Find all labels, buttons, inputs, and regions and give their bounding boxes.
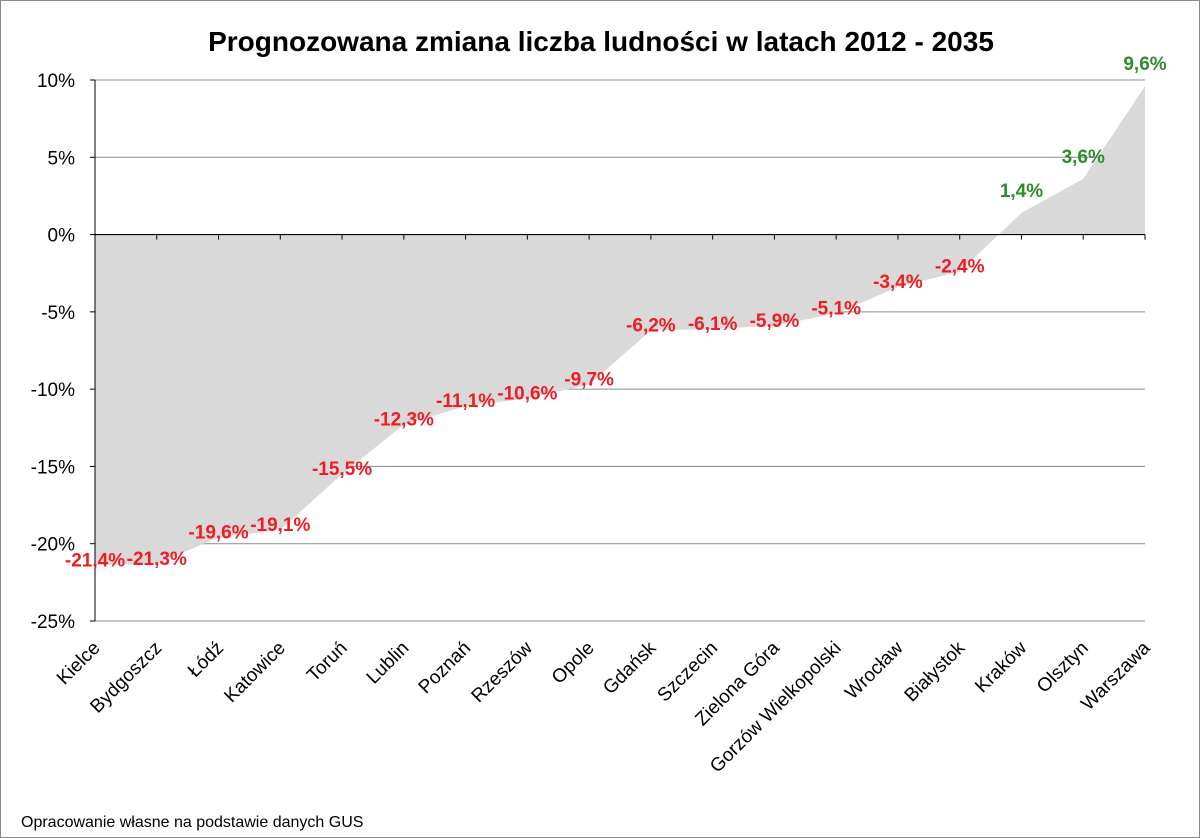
- x-tick-label: Opole: [548, 638, 599, 689]
- x-tick-label: Poznań: [415, 638, 475, 698]
- data-label: -10,6%: [497, 383, 557, 404]
- y-tick-label: 0%: [48, 226, 76, 247]
- data-label: -5,9%: [750, 311, 800, 332]
- data-label: 1,4%: [1000, 181, 1043, 202]
- data-label: -19,1%: [250, 515, 310, 536]
- x-tick-label: Olsztyn: [1033, 638, 1093, 698]
- x-tick-label: Łódź: [184, 638, 228, 682]
- data-label: -6,1%: [688, 314, 738, 335]
- x-tick-label: Kraków: [971, 637, 1031, 697]
- x-tick-label: Białystok: [901, 637, 970, 706]
- data-label: -19,6%: [188, 523, 248, 544]
- y-tick-label: 5%: [48, 148, 76, 169]
- y-tick-label: -10%: [31, 380, 75, 401]
- y-tick-label: -20%: [31, 535, 75, 556]
- data-label: -2,4%: [935, 257, 985, 278]
- data-label: -6,2%: [626, 315, 676, 336]
- data-label: -15,5%: [312, 459, 372, 480]
- data-label: -21,4%: [65, 550, 125, 571]
- y-axis-ticks: 10% 5% 0% -5% -10% -15% -20% -25%: [31, 71, 75, 633]
- x-tick-label: Katowice: [220, 638, 289, 707]
- x-tick-label: Toruń: [303, 638, 351, 686]
- chart-title: Prognozowana zmiana liczba ludności w la…: [208, 26, 994, 57]
- source-note: Opracowanie własne na podstawie danych G…: [21, 814, 363, 831]
- y-tick-label: 10%: [37, 71, 75, 92]
- data-label: -3,4%: [873, 272, 923, 293]
- data-label: -21,3%: [127, 549, 187, 570]
- data-label: 3,6%: [1062, 147, 1105, 168]
- y-tick-label: -15%: [31, 457, 75, 478]
- data-label: 9,6%: [1123, 54, 1166, 75]
- data-labels: -21,4% -21,3%-19,6% -19,1% -15,5% -12,3%-11,…: [65, 54, 1167, 571]
- x-tick-label: Kielce: [53, 638, 104, 689]
- x-tick-label: Gdańsk: [599, 637, 661, 699]
- data-label: -12,3%: [374, 410, 434, 431]
- data-label: -9,7%: [564, 370, 614, 391]
- x-tick-label: Rzeszów: [468, 637, 538, 707]
- data-label: -11,1%: [436, 391, 495, 412]
- y-tick-label: -25%: [31, 612, 75, 633]
- area-fill: [95, 86, 1145, 566]
- x-tick-label: Wrocław: [841, 637, 907, 703]
- axes: [94, 80, 1146, 621]
- area-series: [95, 86, 1145, 566]
- data-label: -5,1%: [811, 298, 861, 319]
- x-tick-label: Lublin: [363, 638, 414, 689]
- y-tick-label: -5%: [41, 303, 75, 324]
